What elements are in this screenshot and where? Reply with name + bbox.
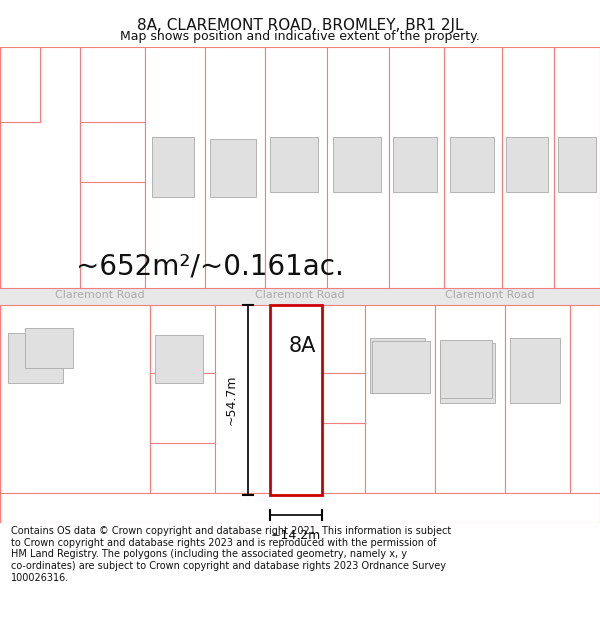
Bar: [0, 47, 80, 288]
Bar: [440, 342, 495, 402]
Bar: [210, 139, 256, 198]
Bar: [150, 304, 215, 523]
Bar: [393, 137, 437, 192]
Bar: [150, 372, 215, 443]
Bar: [0, 493, 600, 523]
Bar: [0, 304, 150, 523]
Bar: [265, 47, 327, 288]
Bar: [370, 338, 425, 392]
Bar: [145, 47, 205, 288]
Bar: [554, 47, 600, 288]
Bar: [155, 334, 203, 382]
Bar: [450, 137, 494, 192]
Bar: [435, 304, 505, 523]
Bar: [444, 47, 502, 288]
Bar: [389, 47, 444, 288]
Text: 8A: 8A: [289, 336, 316, 356]
Bar: [502, 47, 554, 288]
Bar: [205, 47, 265, 288]
Bar: [506, 137, 548, 192]
Bar: [365, 304, 435, 523]
Bar: [333, 137, 381, 192]
Bar: [372, 341, 430, 392]
Text: Contains OS data © Crown copyright and database right 2021. This information is : Contains OS data © Crown copyright and d…: [11, 526, 451, 582]
Text: ~652m²/~0.161ac.: ~652m²/~0.161ac.: [76, 253, 344, 281]
Bar: [0, 288, 600, 304]
Bar: [0, 47, 40, 122]
Text: Claremont Road: Claremont Road: [255, 289, 345, 299]
Bar: [8, 332, 63, 382]
Bar: [270, 137, 318, 192]
Bar: [25, 328, 73, 367]
Text: 8A, CLAREMONT ROAD, BROMLEY, BR1 2JL: 8A, CLAREMONT ROAD, BROMLEY, BR1 2JL: [137, 18, 463, 33]
Text: Map shows position and indicative extent of the property.: Map shows position and indicative extent…: [120, 30, 480, 43]
Bar: [215, 304, 290, 523]
Text: Claremont Road: Claremont Road: [55, 289, 145, 299]
Bar: [290, 372, 365, 423]
Bar: [327, 47, 389, 288]
Text: ~54.7m: ~54.7m: [225, 374, 238, 425]
Bar: [270, 304, 322, 495]
Bar: [152, 137, 194, 198]
Bar: [558, 137, 596, 192]
Bar: [290, 304, 365, 523]
Text: ~14.2m: ~14.2m: [271, 529, 321, 542]
Bar: [440, 339, 492, 398]
Text: Claremont Road: Claremont Road: [445, 289, 535, 299]
Bar: [570, 304, 600, 523]
Bar: [80, 47, 145, 288]
Bar: [510, 338, 560, 402]
Bar: [80, 122, 145, 182]
Bar: [505, 304, 570, 523]
